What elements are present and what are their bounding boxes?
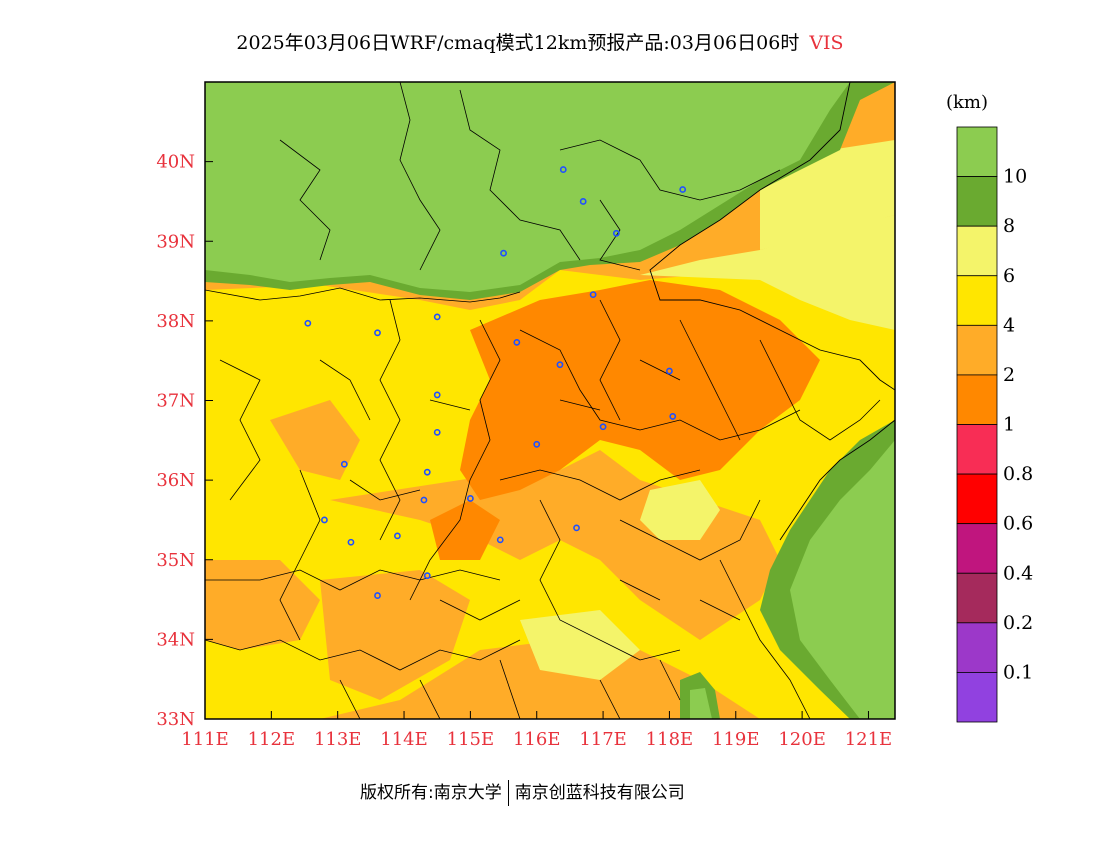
city-marker — [423, 572, 431, 580]
city-marker — [433, 428, 441, 436]
legend-label: 0.2 — [1003, 612, 1033, 634]
legend-swatch — [956, 176, 998, 227]
legend-label: 0.4 — [1003, 562, 1033, 584]
city-marker — [599, 423, 607, 431]
city-marker — [374, 329, 381, 337]
city-marker — [466, 495, 474, 502]
city-marker — [559, 166, 567, 173]
lon-tick-label: 121E — [845, 729, 893, 750]
lat-tick-label: 36N — [156, 470, 195, 491]
legend-label: 2 — [1003, 364, 1015, 386]
copyright-right: 南京创蓝科技有限公司 — [514, 783, 685, 803]
legend-swatch — [956, 275, 998, 326]
legend-label: 1 — [1003, 414, 1015, 436]
legend-label: 0.6 — [1003, 513, 1033, 535]
legend-label: 10 — [1003, 166, 1027, 188]
city-marker — [347, 538, 355, 546]
lon-tick-label: 115E — [447, 729, 495, 750]
legend-swatch — [956, 225, 998, 277]
copyright-footer: 版权所有:南京大学 南京创蓝科技有限公司 — [360, 778, 685, 806]
city-marker — [304, 319, 312, 327]
legend-label: 0.8 — [1003, 463, 1033, 485]
city-marker — [666, 367, 673, 375]
legend-swatch — [956, 572, 998, 624]
city-marker — [420, 496, 428, 504]
city-marker — [394, 532, 401, 540]
city-marker — [589, 291, 597, 298]
city-marker — [679, 186, 687, 193]
legend-label: 4 — [1003, 314, 1015, 336]
lon-tick-label: 113E — [314, 729, 362, 750]
city-marker — [533, 440, 541, 448]
city-marker — [612, 229, 620, 237]
lat-tick-label: 35N — [156, 550, 195, 571]
legend: 10 8 6 4 2 1 0.8 0.6 0.4 0.2 0.1 (km) — [946, 92, 1033, 723]
legend-unit: (km) — [946, 92, 988, 113]
legend-swatch — [956, 424, 998, 475]
city-marker — [513, 338, 521, 346]
chart-title: 2025年03月06日WRF/cmaq模式12km预报产品:03月06日06时 V… — [0, 28, 1080, 55]
legend-swatch — [956, 473, 998, 525]
lat-tick-label: 33N — [156, 709, 195, 730]
city-markers — [304, 166, 687, 599]
city-marker — [573, 524, 580, 532]
map-axes: 111E 112E 113E 114E 115E 116E 117E 118E 119E 120E… — [156, 152, 892, 750]
lon-tick-label: 116E — [513, 729, 561, 750]
city-marker — [579, 198, 587, 205]
city-marker — [340, 460, 348, 468]
city-marker — [500, 249, 507, 257]
lon-tick-label: 118E — [646, 729, 694, 750]
legend-swatch — [956, 523, 998, 574]
legend-label: 6 — [1003, 265, 1015, 287]
lat-tick-label: 38N — [156, 311, 195, 332]
lon-tick-label: 119E — [712, 729, 760, 750]
title-main: 2025年03月06日WRF/cmaq模式12km预报产品:03月06日06时 — [236, 32, 800, 54]
legend-swatch — [956, 622, 998, 673]
legend-label: 8 — [1003, 215, 1015, 237]
legend-label: 0.1 — [1003, 661, 1033, 683]
map-field — [205, 82, 895, 719]
city-marker — [433, 391, 441, 399]
lon-tick-label: 111E — [181, 729, 229, 750]
footer-separator — [507, 780, 509, 806]
lat-tick-label: 37N — [156, 391, 195, 412]
lat-tick-label: 39N — [156, 231, 195, 252]
city-marker — [496, 536, 504, 544]
lon-tick-label: 117E — [579, 729, 627, 750]
lon-tick-label: 112E — [248, 729, 296, 750]
lat-tick-label: 40N — [156, 152, 195, 173]
visibility-map: 111E 112E 113E 114E 115E 116E 117E 118E 119E 120E… — [156, 81, 1033, 750]
legend-swatch — [956, 324, 998, 376]
copyright-left: 版权所有:南京大学 — [360, 783, 502, 803]
legend-swatch — [956, 126, 998, 177]
lat-tick-label: 34N — [156, 629, 195, 650]
legend-swatch — [956, 374, 998, 425]
city-marker — [669, 413, 677, 420]
legend-swatch — [956, 672, 998, 723]
title-variable: VIS — [809, 32, 844, 54]
city-marker — [556, 361, 564, 369]
lon-tick-label: 120E — [778, 729, 826, 750]
city-marker — [423, 468, 431, 476]
city-marker — [433, 313, 441, 321]
city-marker — [321, 516, 328, 524]
city-marker — [374, 592, 381, 599]
lon-tick-label: 114E — [380, 729, 428, 750]
